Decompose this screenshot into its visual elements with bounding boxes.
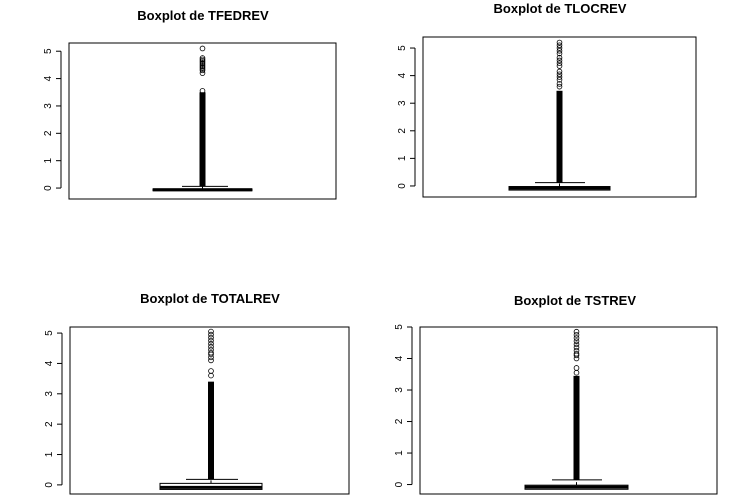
outlier-point [208,340,214,347]
boxplot-panel-totalrev: Boxplot de TOTALREV 0 1 2 3 4 5 [44,291,350,495]
outlier-point [208,328,214,335]
outlier-point [208,331,214,338]
y-tick-label: 5 [43,48,54,54]
y-tick-label: 1 [397,155,408,161]
outlier-point [573,341,580,348]
outlier-point [556,71,563,78]
outlier-point [573,369,580,376]
y-tick-label: 5 [397,45,408,51]
outlier-point [208,372,214,379]
y-tick-label: 2 [44,421,55,427]
outlier-point [556,60,563,67]
y-tick-label: 3 [44,391,55,397]
y-tick-label: 3 [394,387,405,393]
outlier-point [556,68,563,75]
y-tick-label: 1 [44,451,55,457]
outlier-point [208,357,214,364]
outlier-point [199,70,206,76]
outlier-point [556,63,563,69]
boxplot-panel-tlocrev: Boxplot de TLOCREV 0 1 2 3 4 5 [397,1,697,198]
dense-outlier-band [573,375,580,480]
plot-frame [69,326,350,495]
outlier-point [573,365,580,371]
y-tick-label: 4 [44,360,55,366]
outlier-point [208,350,214,356]
y-tick-label: 0 [397,183,408,189]
outlier-point [573,328,580,335]
outlier-point [556,47,563,54]
outlier-point [573,344,580,351]
outlier-point [208,368,214,374]
outlier-point [573,338,580,344]
outlier-point [556,54,563,61]
plot-frame [68,42,337,200]
plot-frame [419,326,718,495]
y-tick-label: 3 [43,103,54,109]
y-tick-label: 4 [43,75,54,81]
outlier-point [556,45,563,51]
y-tick-label: 5 [44,330,55,336]
y-tick-label: 0 [44,482,55,488]
boxplot-panel-tstrev: Boxplot de TSTREV 0 1 2 3 4 5 [394,293,718,495]
outlier-point [573,350,580,357]
plot-frame [422,36,697,198]
y-tick-label: 1 [43,157,54,163]
dense-outlier-band [208,381,214,480]
outlier-point [208,346,214,353]
chart-title: Boxplot de TSTREV [514,293,636,308]
outlier-point [208,334,214,341]
y-tick-label: 1 [394,450,405,456]
outlier-point [556,76,563,83]
dense-outlier-band [199,92,206,187]
y-tick-label: 2 [43,130,54,136]
outlier-point [208,337,214,344]
chart-title: Boxplot de TLOCREV [494,1,627,16]
dense-outlier-band [556,90,563,183]
y-tick-label: 5 [394,324,405,330]
y-tick-label: 0 [394,481,405,487]
outlier-point [199,55,206,61]
boxplot-panel-tfedrev: Boxplot de TFEDREV 0 1 2 3 4 5 [43,8,337,200]
y-tick-label: 2 [397,128,408,134]
outlier-point [573,332,580,338]
y-tick-label: 2 [394,418,405,424]
outlier-point [573,335,580,341]
chart-title: Boxplot de TOTALREV [140,291,280,306]
outlier-point [199,88,206,94]
outlier-point [556,83,563,90]
y-tick-label: 4 [394,355,405,361]
outlier-point [199,45,206,52]
outlier-point [556,81,563,87]
outlier-point [556,57,563,64]
outlier-point [556,42,563,49]
y-tick-label: 3 [397,100,408,106]
outlier-point [573,347,580,354]
outlier-point [208,343,214,350]
y-tick-label: 4 [397,72,408,78]
y-tick-label: 0 [43,185,54,191]
outlier-point [556,74,563,80]
outlier-point [556,39,563,46]
outlier-point [556,50,563,57]
chart-title: Boxplot de TFEDREV [137,8,269,23]
